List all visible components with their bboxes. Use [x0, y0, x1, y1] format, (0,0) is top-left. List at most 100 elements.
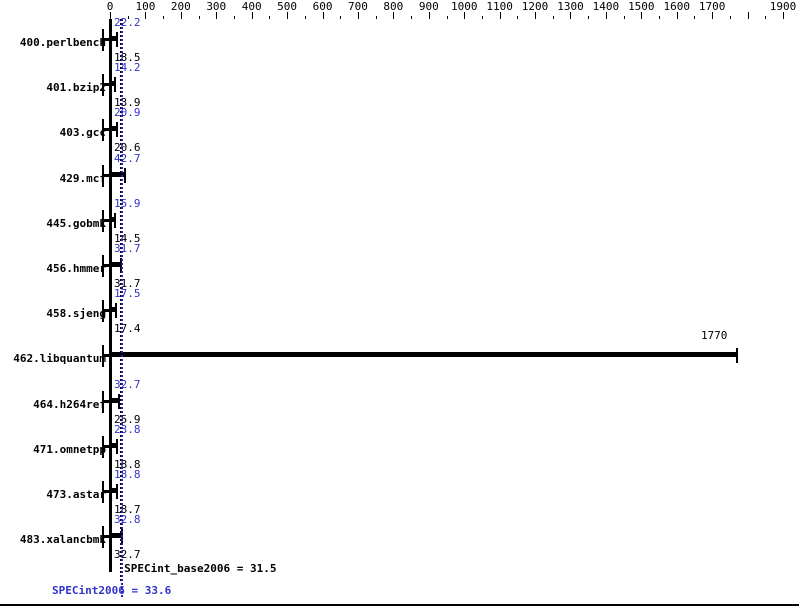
- peak-value-label: 42.7: [114, 151, 141, 165]
- base-bar-endcap: [115, 484, 118, 499]
- benchmark-name-label: 471.omnetpp: [33, 442, 106, 456]
- peak-value-label: 22.2: [114, 16, 141, 29]
- peak-value-label: 17.5: [114, 287, 141, 301]
- x-axis-tick-label: 1100: [486, 0, 513, 13]
- peak-value-label: 20.9: [114, 106, 141, 120]
- bar-origin-link: [102, 354, 111, 358]
- peak-value-label: 23.8: [114, 422, 141, 436]
- x-axis-minor-tick: [765, 16, 767, 19]
- specint-base2006-label: SPECint_base2006 = 31.5: [124, 562, 277, 575]
- base-bar: [110, 126, 118, 132]
- x-axis-tick-label: 600: [312, 0, 333, 13]
- base-bar: [110, 81, 115, 87]
- x-axis: 0 100 200 300 400 500 600 700 800 900 1000 1100 1200…: [0, 0, 799, 19]
- x-axis-major-tick: [535, 12, 537, 19]
- bar-origin-link: [102, 38, 111, 41]
- base-bar-endcap: [124, 167, 127, 183]
- x-axis-tick-label: 1300: [557, 0, 584, 13]
- x-axis-major-tick: [747, 12, 749, 19]
- benchmark-name-label: 429.mcf: [59, 171, 106, 185]
- x-axis-tick-label: 1500: [628, 0, 655, 13]
- x-axis-minor-tick: [552, 16, 554, 19]
- bar-origin-link: [102, 535, 111, 539]
- x-axis-tick-label: 1700: [698, 0, 726, 13]
- peak-value-label: 32.8: [114, 513, 141, 527]
- x-axis-tick-label: 700: [348, 0, 368, 13]
- benchmark-name-label: 464.h264ref: [33, 397, 106, 411]
- base-bar-endcap: [116, 122, 119, 138]
- x-axis-tick-label: 800: [383, 0, 404, 13]
- x-axis-major-tick: [287, 12, 289, 19]
- base-bar: [110, 171, 126, 177]
- bar-origin-link: [102, 490, 111, 493]
- base-bar-endcap: [114, 212, 117, 228]
- x-axis-tick-label: 400: [241, 0, 262, 13]
- base-bar-endcap: [113, 77, 116, 93]
- base-bar: [110, 307, 117, 313]
- x-axis-major-tick: [712, 12, 714, 19]
- peak-value-label: 18.8: [114, 468, 141, 481]
- base-bar-endcap: [735, 348, 738, 364]
- benchmark-name-label: 483.xalancbmk: [19, 533, 106, 547]
- x-axis-minor-tick: [163, 16, 165, 19]
- bar-origin-link: [102, 444, 111, 448]
- x-axis-tick-label: 900: [418, 0, 439, 13]
- benchmark-name-label: 456.hmmer: [46, 262, 106, 275]
- base-bar: [110, 397, 120, 403]
- zero-axis-line: [109, 19, 112, 572]
- benchmark-name-label: 400.perlbench: [19, 36, 106, 49]
- base-bar: [110, 352, 737, 358]
- base-bar: [110, 488, 117, 493]
- benchmark-row: 462.libquantum 1770: [0, 329, 799, 386]
- peak-value-label: 14.2: [114, 61, 141, 75]
- x-axis-minor-tick: [340, 16, 342, 19]
- x-axis-tick-label: 1200: [521, 0, 549, 13]
- x-axis-minor-tick: [588, 16, 590, 19]
- x-axis-tick-label: 300: [206, 0, 227, 13]
- x-axis-major-tick: [605, 12, 607, 19]
- x-axis-tick-label: 0: [106, 0, 114, 13]
- x-axis-minor-tick: [517, 16, 519, 19]
- peak-value-label: 15.9: [114, 196, 141, 210]
- x-axis-minor-tick: [659, 16, 661, 19]
- x-axis-minor-tick: [481, 16, 483, 19]
- base-bar: [110, 262, 122, 267]
- base-bar: [110, 533, 122, 539]
- x-axis-major-tick: [145, 12, 147, 19]
- x-axis-minor-tick: [304, 16, 306, 19]
- bar-origin-link: [102, 399, 111, 403]
- x-axis-major-tick: [357, 12, 359, 19]
- base-bar-endcap: [115, 32, 118, 47]
- bar-origin-link: [102, 128, 111, 132]
- x-axis-major-tick: [216, 12, 218, 19]
- x-axis-minor-tick: [446, 16, 448, 19]
- peak-value-label: 32.7: [114, 377, 141, 391]
- x-axis-tick-label: 1600: [663, 0, 690, 13]
- x-axis-tick-label: 1400: [592, 0, 620, 13]
- x-axis-minor-tick: [269, 16, 271, 19]
- x-axis-major-tick: [676, 12, 678, 19]
- bar-origin-link: [102, 309, 111, 313]
- benchmark-name-label: 462.libquantum: [13, 352, 106, 366]
- peak-value-label: 1770: [700, 329, 728, 343]
- plot-area: 400.perlbench 22.2 18.5 401.bzip2 14.2 13.9 40…: [0, 16, 799, 597]
- x-axis-minor-tick: [411, 16, 413, 19]
- x-axis-tick-label: 200: [170, 0, 191, 13]
- benchmark-name-label: 473.astar: [46, 488, 106, 501]
- base-bar-endcap: [115, 303, 118, 319]
- bar-origin-link: [102, 264, 111, 267]
- base-value-label: 32.7: [114, 548, 141, 562]
- peak-value-label: 31.7: [114, 242, 141, 255]
- x-axis-major-tick: [570, 12, 572, 19]
- x-axis-tick-label: 500: [277, 0, 298, 13]
- x-axis-minor-tick: [233, 16, 235, 19]
- x-axis-minor-tick: [127, 16, 129, 19]
- x-axis-major-tick: [783, 12, 784, 19]
- base-value-label: 17.4: [114, 322, 141, 336]
- x-axis-tick-label: 100: [135, 0, 156, 13]
- benchmark-name-label: 458.sjeng: [46, 307, 106, 321]
- base-bar-endcap: [115, 438, 118, 454]
- x-axis-major-tick: [499, 12, 501, 19]
- specint2006-line: [120, 19, 123, 597]
